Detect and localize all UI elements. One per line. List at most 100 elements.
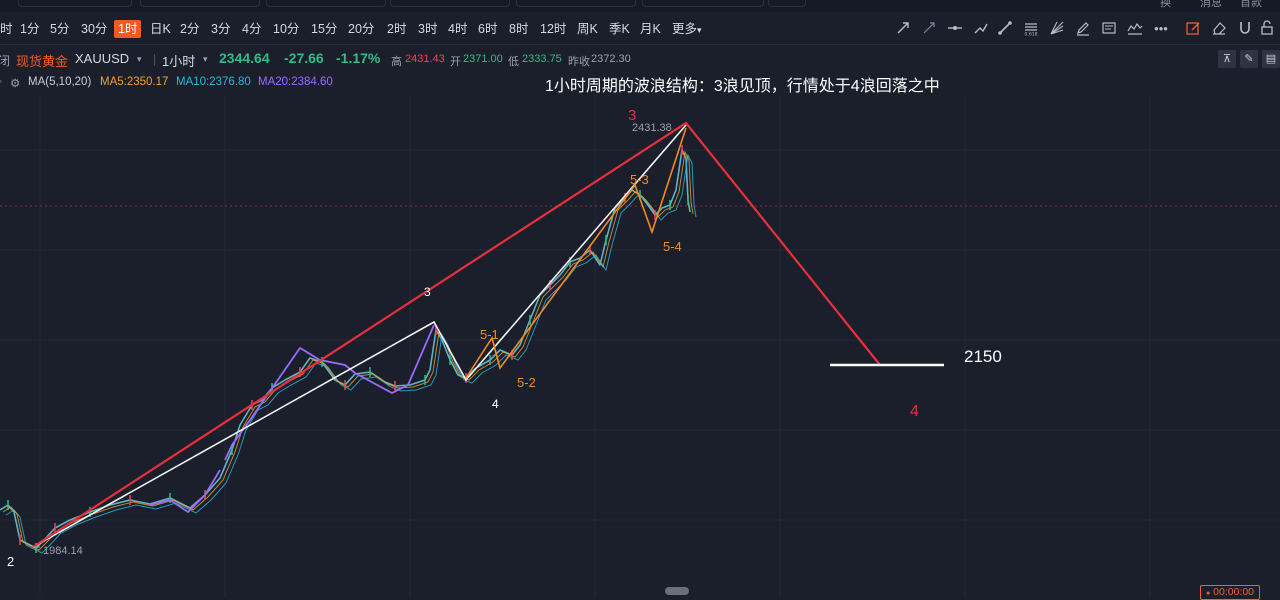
chevron-down-icon[interactable]: ▾ (137, 54, 142, 64)
trend-arrow-icon[interactable] (894, 20, 912, 38)
tf-item[interactable]: 8时 (509, 22, 529, 36)
wave-label: 5-4 (663, 239, 682, 254)
horizontal-line-icon[interactable] (946, 20, 964, 38)
target-level-label: 2150 (964, 347, 1002, 366)
settings-dot-icon[interactable]: ⚙ (10, 78, 21, 90)
svg-text:0.618: 0.618 (1025, 32, 1038, 37)
magnet-icon[interactable] (1236, 20, 1254, 38)
fibonacci-icon[interactable]: 0.618 (1022, 20, 1040, 38)
tf-item[interactable]: 时 (0, 22, 13, 36)
price-change: -27.66 (284, 50, 324, 66)
wave-label: 2 (7, 554, 14, 569)
tf-item[interactable]: 4时 (448, 22, 468, 36)
indicator-wave-icon[interactable] (1126, 20, 1144, 38)
purple-wave-line (149, 469, 221, 514)
wave-label: 5-2 (517, 375, 536, 390)
top-tab[interactable] (18, 0, 132, 7)
top-tab[interactable] (390, 0, 510, 7)
expand-icon[interactable]: ▤ (1262, 50, 1280, 68)
last-price: 2344.64 (219, 50, 270, 66)
tf-more-label: 更多 (672, 22, 698, 36)
low-label: 低 (508, 56, 519, 68)
more-dots-icon[interactable]: ••• (1154, 21, 1168, 36)
ma5-value: MA5:2350.17 (100, 76, 169, 88)
eraser-icon[interactable] (1210, 20, 1228, 38)
top-hint[interactable]: 消息 (1200, 0, 1222, 9)
edit-icon[interactable]: ✎ (1240, 50, 1258, 68)
tf-item[interactable]: 15分 (311, 22, 338, 36)
high-label: 高 (391, 56, 402, 68)
polyline-icon[interactable] (972, 20, 990, 38)
countdown-timer: ● 00:00:00 (1200, 585, 1260, 600)
eye-icon[interactable]: ◦ (0, 76, 3, 88)
tf-item[interactable]: 4分 (242, 22, 262, 36)
open-value: 2371.00 (463, 53, 503, 65)
tf-item[interactable]: 3分 (211, 22, 231, 36)
tf-item[interactable]: 2分 (180, 22, 200, 36)
symbol-info-bar: 闭 现货黄金 XAUUSD ▾ | 1小时 ▾ 2344.64 -27.66 -… (0, 46, 1280, 72)
top-hint[interactable]: 首款 (1240, 0, 1262, 9)
tf-item[interactable]: 20分 (348, 22, 375, 36)
chart-annotation-title: 1小时周期的波浪结构：3浪见顶，行情处于4浪回落之中 (545, 78, 940, 95)
top-tab[interactable] (768, 0, 806, 7)
price-line (0, 149, 691, 549)
tf-item[interactable]: 月K (640, 22, 661, 36)
lock-icon[interactable] (1258, 20, 1276, 38)
symbol-code[interactable]: XAUUSD (75, 51, 130, 66)
open-label: 开 (450, 56, 461, 68)
countdown-value: 00:00:00 (1213, 586, 1255, 598)
white-wave-line (32, 124, 687, 548)
period-select[interactable]: 1小时 (162, 54, 196, 69)
ma10-line (5, 153, 697, 554)
scroll-handle[interactable] (665, 587, 689, 595)
wave-label: 3 (424, 285, 431, 299)
symbol-name[interactable]: 现货黄金 (16, 54, 69, 69)
fan-icon[interactable] (1048, 20, 1066, 38)
chevron-down-icon[interactable]: ▾ (203, 54, 208, 64)
top-tab[interactable] (642, 0, 764, 7)
wave-label: 4 (492, 397, 499, 411)
edit-drawing-icon[interactable] (1184, 20, 1202, 38)
tf-item[interactable]: 周K (577, 22, 598, 36)
wave-label: 5-3 (630, 172, 649, 187)
red-wave-line (32, 121, 881, 548)
orange-subwave-line (465, 127, 687, 379)
pencil-icon[interactable] (1074, 20, 1092, 38)
tf-item[interactable]: 季K (609, 22, 630, 36)
ma-label[interactable]: MA(5,10,20) (28, 76, 92, 88)
clock-icon: ● (1205, 590, 1211, 597)
tf-item[interactable]: 2时 (387, 22, 407, 36)
wave-label: 4 (910, 403, 919, 420)
tf-item[interactable]: 10分 (273, 22, 300, 36)
left-tag[interactable]: 闭 (0, 54, 11, 68)
top-hint[interactable]: 换 (1160, 0, 1171, 9)
tf-item[interactable]: 6时 (478, 22, 498, 36)
top-tab[interactable] (516, 0, 636, 7)
tf-item[interactable]: 5分 (50, 22, 70, 36)
divider: | (153, 52, 157, 66)
tf-item[interactable]: 3时 (418, 22, 438, 36)
tf-item[interactable]: 12时 (540, 22, 567, 36)
tf-item[interactable]: 30分 (81, 22, 108, 36)
ma5-line (2, 150, 694, 551)
ma20-value: MA20:2384.60 (258, 76, 333, 88)
segment-icon[interactable] (996, 20, 1014, 38)
tf-item-active[interactable]: 1时 (114, 20, 142, 38)
tf-more[interactable]: 更多▾ (668, 20, 706, 38)
low-marker-label: 1984.14 (43, 545, 83, 557)
top-strip: 换 消息 首款 (0, 0, 1280, 12)
high-value: 2431.43 (405, 53, 445, 65)
timeframe-toolbar: 时 1分 5分 30分 1时 日K 2分 3分 4分 10分 15分 20分 2… (0, 14, 1280, 45)
tf-item[interactable]: 日K (150, 22, 171, 36)
wave-label: 3 (628, 107, 636, 124)
ma10-value: MA10:2376.80 (176, 76, 251, 88)
top-tab[interactable] (266, 0, 386, 7)
tf-item[interactable]: 1分 (20, 22, 40, 36)
chart-settings-icon[interactable]: ⊼ (1218, 50, 1236, 68)
ray-arrow-icon[interactable] (920, 20, 938, 38)
low-value: 2333.75 (522, 53, 562, 65)
text-box-icon[interactable] (1100, 20, 1118, 38)
top-tab[interactable] (140, 0, 260, 7)
wave-label: 5-1 (480, 327, 499, 342)
